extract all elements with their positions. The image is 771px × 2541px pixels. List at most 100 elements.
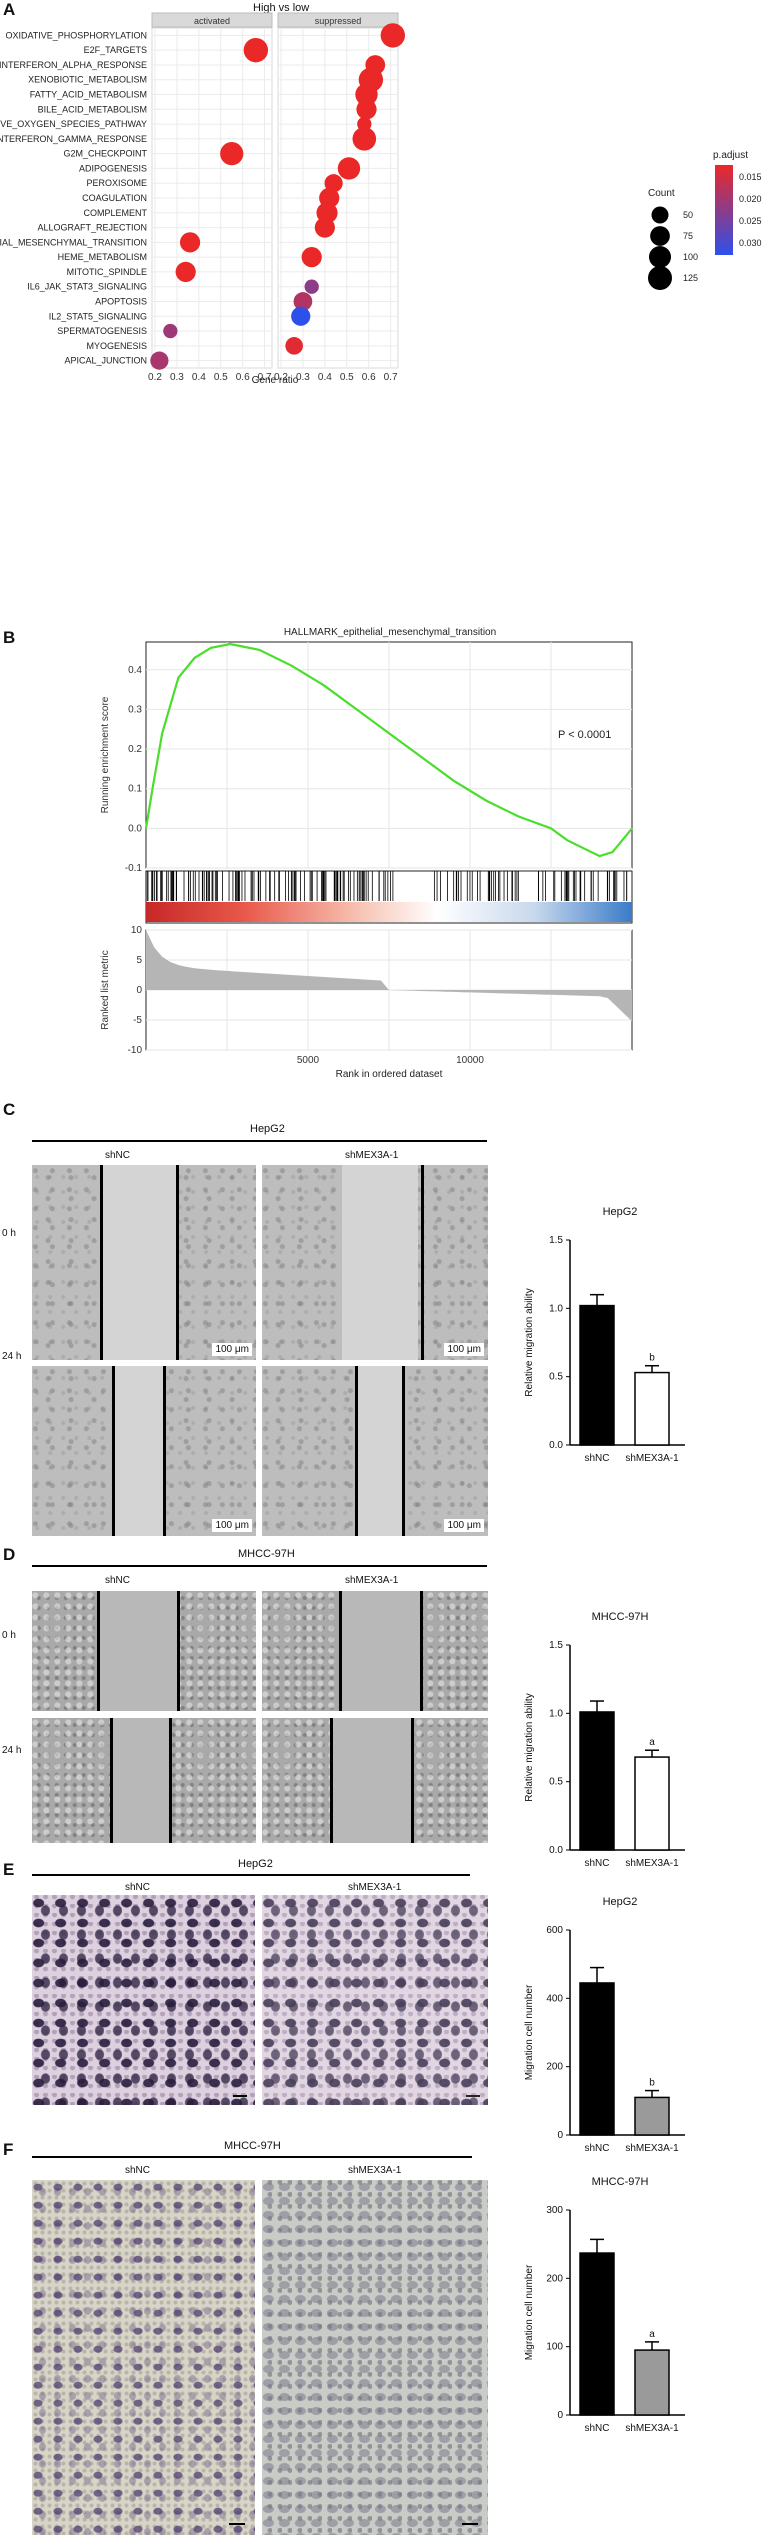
panel-e-col2: shMEX3A-1 <box>348 1882 402 1893</box>
pathway-label: APOPTOSIS <box>95 296 147 306</box>
panel-label-f: F <box>3 2140 14 2159</box>
y-tick-label: -0.1 <box>125 863 143 874</box>
y-tick-label: -10 <box>128 1045 143 1056</box>
bar-chart-title: MHCC-97H <box>592 1611 649 1623</box>
legend-size-label: 100 <box>683 252 698 262</box>
panel-e-cell-line: HepG2 <box>238 1858 273 1870</box>
panel-f-col1: shNC <box>125 2165 151 2176</box>
bar-y-label: Relative migration ability <box>524 1288 535 1396</box>
scale-bar: 100 μm <box>212 1343 252 1356</box>
bar-shmex3a-1 <box>634 1371 670 1446</box>
pathway-label: E2F_TARGETS <box>84 45 147 55</box>
pathway-label: ALLOGRAFT_REJECTION <box>37 223 147 233</box>
legend-size-dot <box>649 246 671 268</box>
bar-shmex3a-1 <box>634 2349 670 2416</box>
pathway-label: COMPLEMENT <box>83 208 147 218</box>
pathway-label: BILE_ACID_METABOLISM <box>38 104 147 114</box>
x-tick-label: 0.6 <box>236 372 250 383</box>
x-tick-label: 0.2 <box>274 372 288 383</box>
dot-peroxisome <box>324 174 343 193</box>
scale-bar: 100 μm <box>444 1343 484 1356</box>
panel-label-c: C <box>3 1100 16 1119</box>
x-tick-label: 0.3 <box>170 372 184 383</box>
panel-d-cell-line: MHCC-97H <box>238 1548 295 1560</box>
dot-apical_junction <box>150 351 169 370</box>
dot-adipogenesis <box>337 157 361 180</box>
x-tick-label: 5000 <box>297 1055 320 1066</box>
y-tick-label: 0.5 <box>549 1777 563 1788</box>
dot-e2f_targets <box>243 37 269 63</box>
panel-d-image-shnc-24h <box>32 1718 256 1843</box>
bar-chart-title: MHCC-97H <box>592 2176 649 2188</box>
panel-c-cell-line: HepG2 <box>250 1123 285 1135</box>
y-tick-label: 100 <box>546 2342 563 2353</box>
panel-c-image-shnc-24h: 100 μm <box>32 1366 256 1536</box>
scale-bar <box>466 2095 480 2097</box>
panel-c-col2: shMEX3A-1 <box>345 1150 399 1161</box>
bar-y-label: Migration cell number <box>524 2264 535 2360</box>
dot-apoptosis <box>293 292 313 311</box>
y-tick-label: 200 <box>546 2062 563 2073</box>
x-tick-label: 0.4 <box>192 372 206 383</box>
legend-size-label: 50 <box>683 210 693 220</box>
panel-c-image-shmex-0h: 100 μm <box>262 1165 488 1360</box>
pathway-label: SPERMATOGENESIS <box>57 326 147 336</box>
y-tick-label: 600 <box>546 1925 563 1936</box>
y-tick-label: 0 <box>136 985 142 996</box>
y-tick-label: 0 <box>557 2410 563 2421</box>
dot-heme_metabolism <box>301 247 322 268</box>
x-tick-label: shNC <box>584 1858 609 1869</box>
scale-bar: 100 μm <box>212 1519 252 1532</box>
bar-shnc <box>579 1711 615 1851</box>
legend-colorbar-label: 0.030 <box>739 238 762 248</box>
significance-label: a <box>649 1737 655 1748</box>
scale-bar <box>462 2523 478 2525</box>
significance-label: a <box>649 2329 655 2340</box>
y-tick-label: -5 <box>133 1015 142 1026</box>
x-tick-label: 0.5 <box>340 372 354 383</box>
legend-size-dot <box>651 206 669 224</box>
dot-epithelial_mesenchymal_transition <box>179 232 201 253</box>
panel-c-row1: 0 h <box>2 1228 16 1239</box>
panel-e-col1: shNC <box>125 1882 151 1893</box>
significance-label: b <box>649 2078 655 2089</box>
y-tick-label: 1.0 <box>549 1708 563 1719</box>
panel-label-b: B <box>3 628 16 647</box>
panel-d-image-shnc-0h <box>32 1591 256 1711</box>
y-tick-label: 0.4 <box>128 665 142 676</box>
bar-shnc <box>579 1982 615 2136</box>
bar-y-label: Relative migration ability <box>524 1693 535 1801</box>
y-tick-label: 0 <box>557 2130 563 2141</box>
ranked-metric-area <box>146 930 632 1022</box>
dot-il2_stat5_signaling <box>291 306 311 326</box>
enrichment-curve <box>144 642 633 858</box>
y-tick-label: 0.3 <box>128 704 142 715</box>
panel-label-a: A <box>3 0 16 19</box>
panel-e-image-shmex <box>262 1895 488 2105</box>
pathway-label: REACTIVE_OXYGEN_SPECIES_PATHWAY <box>0 119 147 129</box>
y-tick-label: 200 <box>546 2273 563 2284</box>
panel-f-image-shmex <box>262 2180 488 2535</box>
x-tick-label: shNC <box>584 2143 609 2154</box>
panel-c-image-shmex-24h: 100 μm <box>262 1366 488 1536</box>
panel-d-image-shmex-24h <box>262 1718 488 1843</box>
y-tick-label: 0.2 <box>128 744 142 755</box>
bar-chart-title: HepG2 <box>603 1896 638 1908</box>
x-tick-label: shMEX3A-1 <box>625 1453 679 1464</box>
y-tick-label: 5 <box>136 955 142 966</box>
x-tick-label: 10000 <box>456 1055 484 1066</box>
x-tick-label: shMEX3A-1 <box>625 1858 679 1869</box>
y-tick-label: 300 <box>546 2205 563 2216</box>
facet-strip-label: activated <box>194 16 230 26</box>
legend-colorbar-label: 0.015 <box>739 172 762 182</box>
panel-label-e: E <box>3 1860 15 1879</box>
dot-fatty_acid_metabolism <box>355 83 378 106</box>
legend-size-label: 75 <box>683 231 693 241</box>
bar-chart-title: HepG2 <box>603 1206 638 1218</box>
pathway-label: IL6_JAK_STAT3_SIGNALING <box>27 282 147 292</box>
x-tick-label: shMEX3A-1 <box>625 2423 679 2434</box>
pathway-label: FATTY_ACID_METABOLISM <box>30 90 147 100</box>
panel-d-row1: 0 h <box>2 1630 16 1641</box>
panel-c-header-line <box>32 1140 487 1142</box>
x-tick-label: 0.7 <box>258 372 272 383</box>
